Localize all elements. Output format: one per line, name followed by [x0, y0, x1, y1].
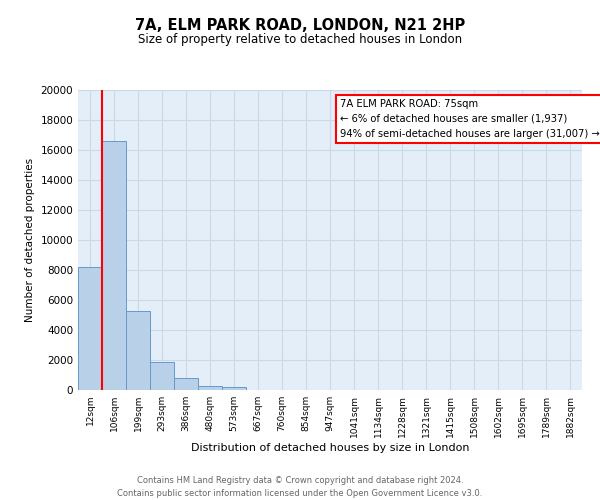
Bar [126, 310, 150, 390]
X-axis label: Distribution of detached houses by size in London: Distribution of detached houses by size … [191, 442, 469, 452]
Bar [150, 362, 174, 390]
Text: 7A ELM PARK ROAD: 75sqm
← 6% of detached houses are smaller (1,937)
94% of semi-: 7A ELM PARK ROAD: 75sqm ← 6% of detached… [340, 99, 600, 138]
Bar [222, 387, 246, 390]
Bar [102, 141, 126, 390]
Y-axis label: Number of detached properties: Number of detached properties [25, 158, 35, 322]
Bar [198, 386, 222, 390]
Text: Contains HM Land Registry data © Crown copyright and database right 2024.
Contai: Contains HM Land Registry data © Crown c… [118, 476, 482, 498]
Text: Size of property relative to detached houses in London: Size of property relative to detached ho… [138, 32, 462, 46]
Bar [174, 378, 198, 390]
Text: 7A, ELM PARK ROAD, LONDON, N21 2HP: 7A, ELM PARK ROAD, LONDON, N21 2HP [135, 18, 465, 32]
Bar [78, 267, 102, 390]
